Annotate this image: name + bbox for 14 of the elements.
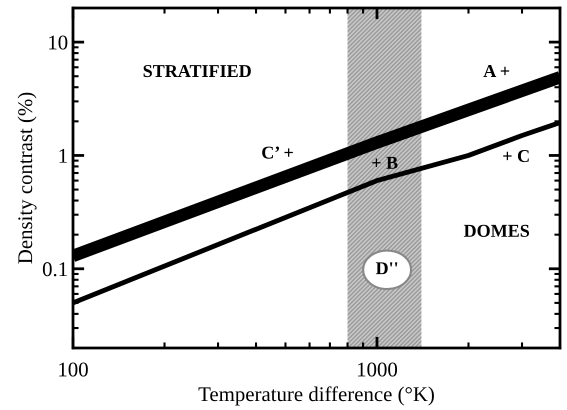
x-axis-title: Temperature difference (°K) xyxy=(198,386,434,406)
y-tick-label: 10 xyxy=(49,35,68,50)
x-tick-label: 100 xyxy=(59,362,88,377)
y-axis-title: Density contrast (%) xyxy=(18,92,37,264)
annotation: + C xyxy=(503,150,529,162)
y-tick-label: 0.1 xyxy=(42,262,67,276)
annotation: DOMES xyxy=(464,224,530,237)
annotation: + B xyxy=(372,156,398,169)
annotation: C’ + xyxy=(262,146,293,159)
annotation: STRATIFIED xyxy=(144,64,251,78)
annotation: A + xyxy=(483,65,510,77)
x-tick-label: 1000 xyxy=(358,362,398,377)
annotation: D'' xyxy=(376,262,398,274)
y-tick-label: 1 xyxy=(60,148,67,163)
